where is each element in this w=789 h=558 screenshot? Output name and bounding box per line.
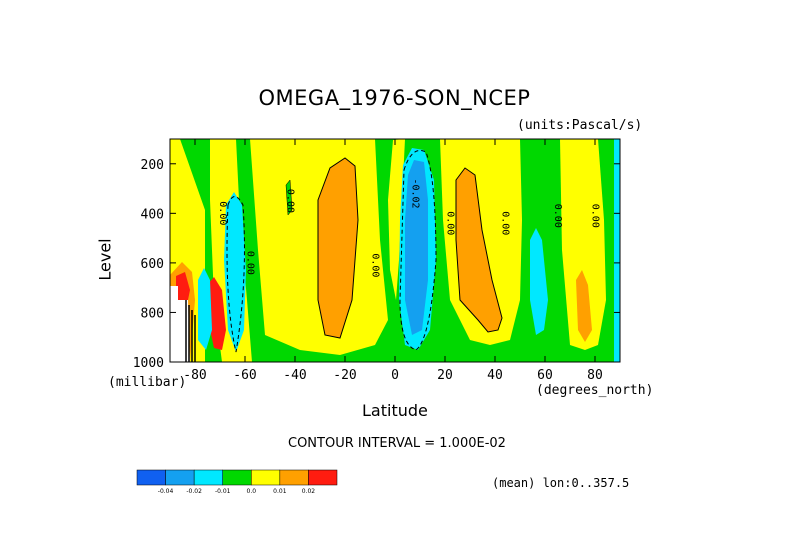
colorbar-label: -0.01 [215,488,231,495]
colorbar-swatch [308,469,338,486]
colorbar-label: -0.02 [186,488,202,495]
colorbar-label: 0.0 [247,488,257,495]
x-tick-label: 80 [587,368,603,383]
y-tick-label: 800 [141,306,164,321]
x-axis-label: Latitude [362,401,428,420]
contour-line [455,167,503,333]
mean-note: (mean) lon:0..357.5 [492,476,630,490]
colorbar: -0.04 -0.02 -0.01 0.0 0.01 0.02 [136,469,338,495]
y-tick-label: 400 [141,207,164,222]
contour-label: 0.00 [500,211,511,235]
contour-interval: CONTOUR INTERVAL = 1.000E-02 [288,436,506,451]
x-tick-label: 60 [537,368,553,383]
field-region [614,139,620,362]
y-axis: 200 400 600 800 1000 [133,158,620,371]
x-tick-label: 40 [487,368,503,383]
field-region [388,139,405,300]
contour-line [226,196,245,353]
field-region [318,158,358,338]
missing-data [170,286,178,300]
contour-labels: 0.00 0.00 0.00 -0.02 0.00 0.00 0.00 0.00 0.00 [217,178,601,277]
colorbar-swatch [136,469,166,486]
x-tick-label: 20 [437,368,453,383]
colorbar-swatch [222,469,252,486]
units-note: (units:Pascal/s) [517,118,643,133]
contour-line [185,300,196,362]
colorbar-swatch [193,469,223,486]
contour-line [317,157,359,339]
field-region [198,268,212,350]
field-region [560,139,606,350]
x-tick-label: -40 [283,368,306,383]
contour-line [399,150,437,351]
colorbar-swatch [165,469,195,486]
colorbar-swatch [251,469,281,486]
x-axis-unit: (degrees_north) [536,383,654,398]
x-tick-label: -80 [183,368,206,383]
y-axis-unit: (millibar) [108,375,187,390]
x-tick-label: -20 [333,368,356,383]
missing-data [170,300,190,362]
contour-label: -0.02 [410,178,421,208]
chart-title: OMEGA_1976-SON_NCEP [258,86,531,110]
x-axis: -80 -60 -40 -20 0 20 40 60 80 [183,139,603,383]
field-region [285,179,293,216]
colorbar-label: 0.01 [273,488,287,495]
x-tick-label: -60 [233,368,256,383]
field-region [576,270,592,342]
contour-label: 0.00 [445,211,456,235]
y-tick-label: 600 [141,257,164,272]
contour-label: 0.00 [370,253,381,277]
colorbar-label: -0.04 [158,488,174,495]
x-tick-label: 0 [391,368,399,383]
y-tick-label: 1000 [133,356,164,371]
field-region [176,272,190,300]
contour-label: 0.00 [285,189,296,213]
contour-label: 0.00 [217,201,228,225]
contour-label: 0.00 [245,251,256,275]
plot-area [170,139,620,362]
y-tick-label: 200 [141,158,164,173]
field-region [456,168,502,332]
field-region [207,277,226,350]
colorbar-swatch [279,469,309,486]
contour-label: 0.00 [552,204,563,228]
field-region [405,160,428,335]
field-region [530,228,548,335]
contour-label: 0.00 [590,204,601,228]
colorbar-label: 0.02 [302,488,316,495]
